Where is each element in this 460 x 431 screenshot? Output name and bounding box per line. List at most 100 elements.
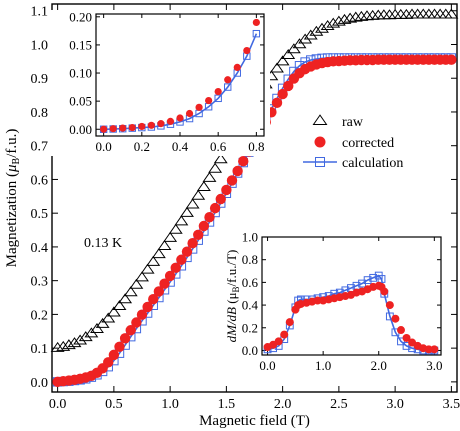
corrected-point: [157, 120, 165, 128]
corrected-point: [391, 314, 400, 323]
corrected-point: [103, 357, 114, 368]
raw-point: [191, 189, 206, 200]
legend-calculation-label: calculation: [342, 156, 403, 171]
corrected-point: [243, 46, 251, 55]
inset-derivative-y-axis-title: dM/dB (μB/f.u./T): [224, 250, 241, 343]
corrected-point: [385, 301, 394, 310]
raw-point: [73, 334, 88, 345]
raw-point: [95, 317, 110, 328]
y-tick-label: 0.5: [31, 207, 49, 222]
calculation-point: [363, 276, 372, 285]
raw-point: [106, 306, 121, 317]
y-tick-label: 0.6: [242, 275, 259, 290]
raw-point: [309, 25, 324, 36]
raw-point: [185, 198, 200, 209]
x-tick-label: 0.6: [210, 139, 227, 154]
calculation-point: [402, 342, 411, 350]
raw-point: [354, 10, 369, 21]
raw-point: [281, 49, 296, 60]
corrected-point: [252, 18, 260, 27]
raw-point: [118, 293, 133, 304]
corrected-point: [198, 220, 210, 232]
raw-point: [129, 278, 144, 289]
plot-frame: [261, 236, 442, 356]
y-tick-label: 1.0: [242, 230, 258, 245]
corrected-point: [221, 184, 232, 196]
raw-point: [343, 12, 358, 23]
corrected-point: [153, 286, 165, 297]
raw-point: [331, 15, 346, 26]
y-tick-label: 1.1: [31, 5, 49, 20]
corrected-point: [396, 326, 405, 335]
corrected-point: [159, 278, 170, 289]
raw-point: [303, 29, 318, 40]
raw-point: [50, 341, 65, 352]
corrected-point: [119, 333, 131, 344]
calculation-point: [369, 273, 378, 282]
corrected-point: [226, 175, 238, 186]
raw-point: [168, 223, 183, 234]
corrected-point: [214, 87, 222, 96]
corrected-point: [147, 121, 155, 129]
legend-corrected-label: corrected: [342, 136, 394, 151]
raw-point: [196, 180, 211, 191]
raw-point: [208, 162, 223, 173]
corrected-point: [446, 54, 457, 65]
y-tick-label: 0.0: [242, 343, 258, 358]
corrected-point: [204, 212, 215, 223]
legend-raw-marker: [312, 114, 328, 126]
corrected-point: [128, 123, 136, 132]
corrected-point: [283, 80, 294, 92]
corrected-point: [424, 345, 433, 354]
y-tick-label: 0.4: [31, 241, 49, 256]
raw-point: [180, 206, 194, 217]
x-tick-label: 1.0: [315, 358, 331, 373]
x-tick-label: 1.0: [161, 397, 179, 412]
raw-point: [337, 13, 352, 24]
y-tick-label: 0.6: [31, 173, 49, 188]
y-tick-label: 0.8: [31, 106, 49, 121]
raw-point: [151, 248, 166, 259]
corrected-point: [233, 63, 241, 72]
corrected-point: [380, 287, 389, 296]
inset-low-field-background: [50, 10, 270, 156]
y-tick-label: 0.05: [69, 94, 92, 109]
raw-point: [56, 340, 71, 351]
raw-point: [315, 22, 329, 33]
y-tick-label: 0.4: [242, 298, 259, 313]
corrected-point: [215, 193, 226, 205]
y-tick-label: 0.3: [31, 275, 49, 290]
y-tick-label: 0.2: [31, 308, 49, 323]
calculation-point: [252, 29, 261, 38]
x-tick-label: 0.0: [49, 397, 67, 412]
x-tick-label: 0.2: [134, 139, 150, 154]
inset-derivative-chart: 0.0 1.0 2.0 3.00.00.20.40.60.81.0dM/dB (μB/…: [218, 230, 447, 375]
x-tick-label: 3.0: [386, 397, 404, 412]
corrected-point: [187, 238, 198, 249]
raw-point: [213, 153, 228, 164]
x-tick-label: 3.5: [443, 397, 460, 412]
corrected-point: [181, 246, 193, 257]
corrected-point: [142, 301, 153, 313]
raw-point: [326, 17, 341, 28]
raw-point: [202, 171, 217, 182]
x-tick-label: 3.0: [426, 358, 442, 373]
x-tick-label: 0.0: [96, 139, 112, 154]
calculation-point: [224, 83, 232, 91]
corrected-point: [114, 341, 125, 352]
corrected-point: [138, 122, 146, 131]
y-tick-label: 0.00: [69, 122, 92, 137]
y-tick-label: 1.0: [31, 38, 49, 53]
corrected-point: [224, 76, 232, 84]
x-tick-label: 2.5: [330, 397, 348, 412]
y-tick-label: 0.1: [31, 342, 49, 357]
corrected-point: [193, 229, 204, 240]
y-tick-label: 0.10: [69, 66, 92, 81]
corrected-point: [170, 262, 181, 274]
raw-point: [61, 339, 76, 350]
corrected-point: [285, 318, 294, 327]
corrected-point: [209, 202, 221, 214]
raw-point: [444, 8, 459, 19]
x-tick-label: 0.8: [248, 139, 264, 154]
